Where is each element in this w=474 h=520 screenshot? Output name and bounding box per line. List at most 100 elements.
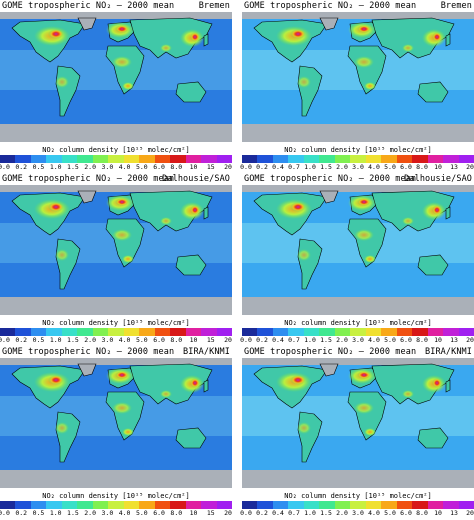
asia bbox=[129, 17, 213, 59]
colorbar-swatch bbox=[216, 155, 233, 163]
colorbar-swatch bbox=[15, 328, 31, 336]
colorbar-tick-label: 15 bbox=[206, 163, 215, 171]
panel-header: GOME tropospheric NO₂ – 2000 mean BIRA/KN… bbox=[0, 346, 232, 358]
map-panel: GOME tropospheric NO₂ – 2000 mean Bremen … bbox=[240, 0, 474, 172]
greenland bbox=[77, 190, 97, 204]
colorbar-swatch bbox=[381, 328, 397, 336]
colorbar-tick-label: 10 bbox=[189, 163, 198, 171]
panel-title: GOME tropospheric NO₂ – 2000 mean bbox=[244, 1, 417, 11]
colorbar-tick-label: 10 bbox=[189, 509, 198, 517]
colorbar-swatch bbox=[139, 155, 155, 163]
colorbar-tick-label: 0.2 bbox=[15, 509, 28, 517]
colorbar-tick-label: 1.5 bbox=[320, 163, 332, 171]
colorbar-tick-label: 1.5 bbox=[320, 509, 332, 517]
colorbar-tick-label: 5.0 bbox=[384, 509, 396, 517]
antarctic-ice bbox=[242, 470, 474, 488]
colorbar-tick-label: 0.5 bbox=[32, 509, 45, 517]
colorbar-swatch bbox=[319, 155, 335, 163]
colorbar-swatch bbox=[154, 328, 171, 336]
colorbar-swatch bbox=[350, 155, 366, 163]
colorbar-tick-label: 2.0 bbox=[336, 509, 348, 517]
colorbar-swatch bbox=[303, 328, 320, 336]
arctic-ice bbox=[242, 358, 474, 365]
colorbar-swatch bbox=[92, 155, 109, 163]
colorbar-swatch bbox=[170, 501, 186, 509]
colorbar-tick-label: 1.0 bbox=[304, 336, 316, 344]
colorbar-tick-label: 0.5 bbox=[32, 336, 45, 344]
colorbar-swatch bbox=[201, 155, 217, 163]
colorbar-tick-label: 15 bbox=[206, 336, 215, 344]
colorbar bbox=[242, 155, 474, 163]
colorbar-tick-label: 8.0 bbox=[170, 509, 183, 517]
colorbar-tick-label: 2.0 bbox=[336, 336, 348, 344]
map-panel: GOME tropospheric NO₂ – 2000 mean BIRA/KN… bbox=[240, 346, 474, 518]
panel-title: GOME tropospheric NO₂ – 2000 mean bbox=[2, 1, 175, 11]
colorbar-swatch bbox=[154, 501, 171, 509]
colorbar-tick-label: 0.0 bbox=[0, 163, 10, 171]
australia bbox=[417, 254, 449, 276]
colorbar-swatch bbox=[443, 328, 459, 336]
arctic-ice bbox=[0, 358, 232, 365]
colorbar-tick-label: 20 bbox=[224, 336, 232, 344]
colorbar-tick-label: 0.2 bbox=[256, 163, 268, 171]
panel-header: GOME tropospheric NO₂ – 2000 mean Dalhous… bbox=[242, 173, 474, 185]
colorbar-tick-label: 13 bbox=[450, 163, 458, 171]
colorbar bbox=[0, 501, 233, 509]
colorbar-tick-label: 8.0 bbox=[170, 336, 183, 344]
colorbar-tick-label: 6.0 bbox=[400, 163, 412, 171]
colorbar-tick-label: 8.0 bbox=[416, 336, 428, 344]
colorbar-tick-label: 1.5 bbox=[67, 163, 79, 171]
colorbar-tick-label: 8.0 bbox=[416, 163, 428, 171]
colorbar-tick-label: 4.0 bbox=[368, 336, 380, 344]
colorbar-tick-label: 0.0 bbox=[240, 509, 252, 517]
colorbar-tick-label: 0.7 bbox=[288, 336, 300, 344]
colorbar-label: NO₂ column density [10¹⁵ molec/cm²] bbox=[284, 319, 432, 327]
colorbar-swatch bbox=[412, 501, 428, 509]
colorbar-tick-label: 3.0 bbox=[352, 163, 364, 171]
australia bbox=[175, 427, 207, 449]
australia bbox=[417, 81, 449, 103]
antarctic-ice bbox=[0, 470, 232, 488]
map bbox=[0, 358, 232, 488]
colorbar-ticks: 0.0 0.2 0.4 0.7 1.0 1.5 2.0 3.0 4.0 5.0 6.0 8.0 10 13… bbox=[240, 509, 474, 518]
australia bbox=[175, 81, 207, 103]
colorbar-swatch bbox=[242, 328, 258, 336]
colorbar-tick-label: 6.0 bbox=[153, 163, 165, 171]
colorbar-swatch bbox=[381, 155, 397, 163]
asia bbox=[371, 17, 455, 59]
panel-header: GOME tropospheric NO₂ – 2000 mean BIRA/KN… bbox=[242, 346, 474, 358]
greenland bbox=[319, 190, 339, 204]
colorbar-tick-label: 1.0 bbox=[49, 163, 62, 171]
map-panel: GOME tropospheric NO₂ – 2000 mean Dalhous… bbox=[0, 173, 233, 345]
colorbar-tick-label: 6.0 bbox=[400, 509, 412, 517]
colorbar-tick-label: 8.0 bbox=[170, 163, 183, 171]
colorbar-swatch bbox=[319, 501, 335, 509]
colorbar-swatch bbox=[427, 328, 444, 336]
antarctic-ice bbox=[0, 297, 232, 315]
asia bbox=[129, 363, 213, 405]
colorbar-swatch bbox=[77, 328, 93, 336]
colorbar-tick-label: 0.2 bbox=[15, 336, 28, 344]
map bbox=[0, 185, 232, 315]
colorbar-swatch bbox=[303, 155, 320, 163]
colorbar-tick-label: 10 bbox=[434, 163, 442, 171]
map bbox=[0, 12, 232, 142]
colorbar-swatch bbox=[458, 501, 474, 509]
colorbar-swatch bbox=[216, 328, 233, 336]
colorbar-swatch bbox=[170, 155, 186, 163]
colorbar-swatch bbox=[443, 501, 459, 509]
colorbar-tick-label: 2.0 bbox=[84, 509, 97, 517]
colorbar-tick-label: 0.4 bbox=[272, 509, 284, 517]
panel-title: GOME tropospheric NO₂ – 2000 mean bbox=[2, 174, 175, 184]
japan bbox=[203, 379, 209, 393]
colorbar-tick-label: 0.4 bbox=[272, 336, 284, 344]
colorbar-tick-label: 10 bbox=[189, 336, 198, 344]
colorbar-swatch bbox=[242, 501, 258, 509]
colorbar-swatch bbox=[365, 328, 382, 336]
panel-source: Bremen bbox=[198, 1, 230, 11]
colorbar-tick-label: 20 bbox=[466, 336, 474, 344]
colorbar-tick-label: 5.0 bbox=[384, 336, 396, 344]
colorbar-swatch bbox=[412, 155, 428, 163]
colorbar bbox=[242, 501, 474, 509]
panel-header: GOME tropospheric NO₂ – 2000 mean Bremen bbox=[0, 0, 232, 12]
